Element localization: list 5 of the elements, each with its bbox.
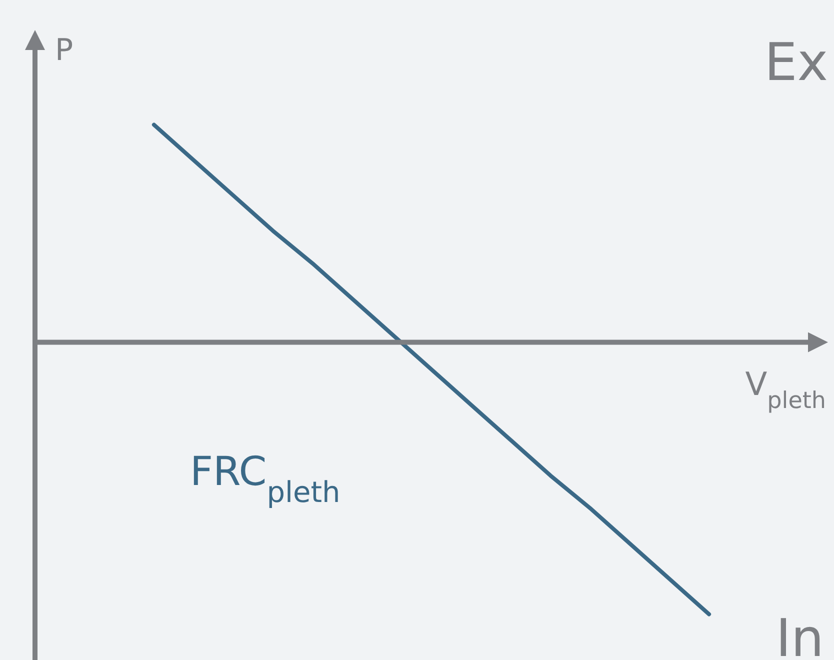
x-axis-title: V$_{pleth}$ bbox=[745, 365, 826, 414]
annotation: In bbox=[776, 609, 824, 660]
y-axis-title: P bbox=[55, 33, 74, 68]
text: Ex bbox=[764, 33, 828, 93]
annotation: FRC$_{pleth}$ bbox=[190, 449, 340, 509]
